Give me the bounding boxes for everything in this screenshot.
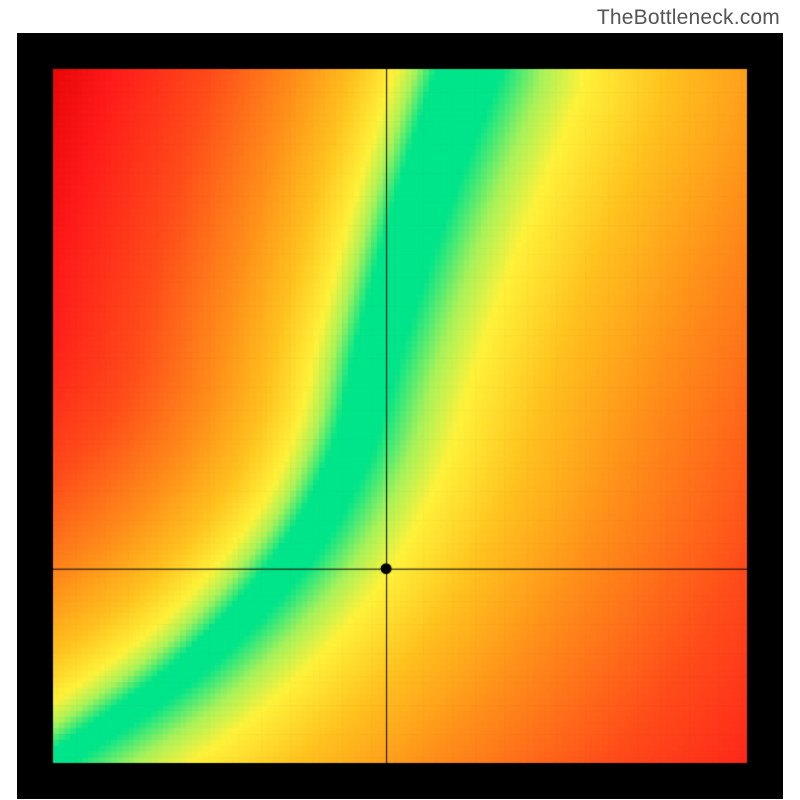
watermark-text: TheBottleneck.com (597, 6, 780, 30)
chart-container: { "watermark": "TheBottleneck.com", "hea… (0, 0, 800, 800)
bottleneck-heatmap (17, 33, 783, 799)
